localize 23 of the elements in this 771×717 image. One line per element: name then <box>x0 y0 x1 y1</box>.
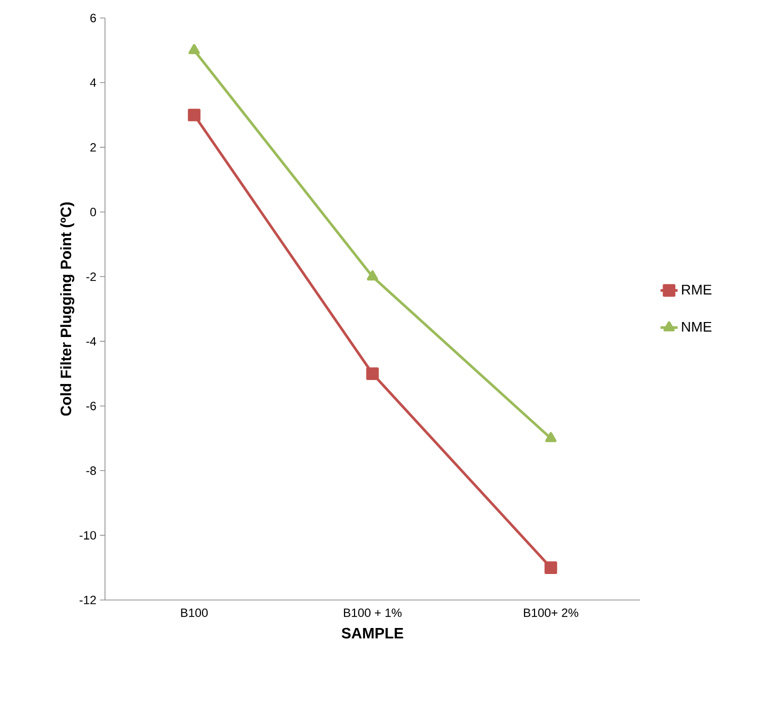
y-tick-label: 0 <box>90 208 96 216</box>
point <box>545 432 556 442</box>
y-tick-label: -4 <box>86 337 96 346</box>
point <box>188 108 200 122</box>
x-tick-label: B100 <box>181 608 208 618</box>
y-tick-label: -8 <box>86 466 96 475</box>
point <box>366 270 378 280</box>
y-tick-label: -10 <box>80 531 96 540</box>
point <box>366 367 379 380</box>
point <box>188 44 200 54</box>
x-axis-title: SAMPLE <box>342 628 404 638</box>
legend-label: NME <box>682 322 712 332</box>
y-tick-label: 4 <box>90 78 96 87</box>
y-tick-label: -6 <box>86 402 96 410</box>
y-tick-label: 2 <box>90 143 96 152</box>
y-tick-label: -12 <box>80 596 96 604</box>
point <box>544 561 558 574</box>
legend-label: RME <box>682 284 712 294</box>
x-tick-label: B100 + 1% <box>344 608 402 618</box>
y-tick-label: 6 <box>90 14 96 22</box>
x-tick-label: B100+ 2% <box>524 608 578 618</box>
y-tick-label: -2 <box>86 272 96 281</box>
y-axis-title: Cold Filter Plugging Point (ºC) <box>60 202 74 416</box>
